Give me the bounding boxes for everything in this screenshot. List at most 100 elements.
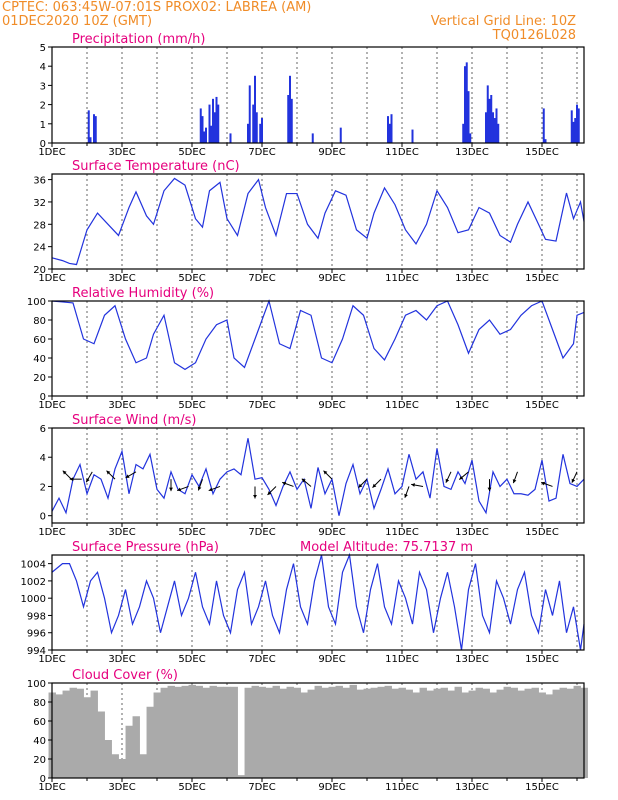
precip-bar	[488, 98, 491, 143]
model-altitude: Model Altitude: 75.7137 m	[300, 540, 473, 555]
cloud-bar	[461, 692, 469, 778]
precip-bar	[387, 116, 389, 143]
x-tick-label: 13DEC	[455, 147, 489, 158]
y-tick-label: 60	[33, 335, 46, 346]
panel-frame	[51, 427, 585, 524]
cloud-bar	[111, 754, 119, 778]
precip-bar	[203, 131, 206, 143]
x-tick-label: 13DEC	[455, 400, 489, 411]
wind-arrow-head	[571, 478, 576, 483]
cloud-bar	[510, 687, 518, 778]
cloud-bar	[391, 688, 399, 778]
y-tick-label: 1002	[21, 577, 46, 588]
x-tick-label: 3DEC	[108, 400, 135, 411]
x-tick-label: 7DEC	[248, 782, 275, 793]
y-tick-label: 0	[40, 774, 46, 785]
x-tick-label: 11DEC	[385, 273, 419, 284]
x-tick-label: 9DEC	[318, 273, 345, 284]
wind-arrow-head	[177, 487, 182, 492]
cloud-bar	[398, 687, 406, 778]
y-tick-label: 5	[40, 43, 46, 54]
panel-title: Precipitation (mm/h)	[72, 32, 205, 47]
precip-bar	[259, 123, 262, 143]
wind-arrow-head	[487, 487, 492, 492]
x-tick-label: 3DEC	[108, 527, 135, 538]
x-tick-label: 11DEC	[385, 400, 419, 411]
panel-title: Surface Wind (m/s)	[72, 413, 196, 428]
precip-bar	[570, 110, 573, 143]
precip-bar	[390, 114, 393, 143]
x-tick-label: 3DEC	[108, 273, 135, 284]
cloud-bar	[566, 688, 574, 778]
cloud-bar	[244, 687, 252, 778]
precip-bar	[215, 96, 218, 143]
precip-bar	[212, 98, 214, 143]
cloud-bar	[335, 685, 343, 778]
y-tick-label: 1000	[21, 594, 46, 605]
cloud-bar	[237, 775, 245, 778]
precip-bar	[210, 125, 213, 143]
panel-title: Surface Temperature (nC)	[72, 159, 240, 174]
cloud-bar	[146, 706, 154, 778]
precip-bar	[254, 75, 256, 143]
cloud-bar	[76, 688, 84, 778]
y-tick-label: 1	[40, 120, 46, 131]
cloud-bar	[202, 687, 210, 778]
cloud-bar	[153, 692, 161, 778]
cloud-bar	[125, 725, 133, 778]
cloud-bar	[258, 686, 266, 778]
x-tick-label: 3DEC	[108, 147, 135, 158]
cloud-bar	[90, 690, 98, 778]
x-tick-label: 15DEC	[525, 782, 559, 793]
precip-bar	[287, 95, 290, 143]
y-tick-label: 0	[40, 139, 46, 150]
y-tick-label: 28	[33, 220, 46, 231]
precip-bar	[217, 104, 220, 143]
x-tick-label: 13DEC	[455, 273, 489, 284]
cloud-bar	[405, 689, 413, 778]
precip-bar	[290, 98, 293, 143]
cloud-bar	[342, 687, 350, 778]
y-tick-label: 0	[40, 392, 46, 403]
y-tick-label: 40	[33, 736, 46, 747]
cloud-bar	[356, 689, 364, 778]
precip-bar	[492, 112, 494, 143]
cloud-bar	[300, 692, 308, 778]
precip-bar	[93, 114, 95, 143]
cloud-bar	[545, 694, 553, 778]
x-tick-label: 11DEC	[385, 654, 419, 665]
y-tick-label: 2	[40, 101, 46, 112]
cloud-bar	[482, 688, 490, 778]
precip-bar	[577, 108, 580, 143]
x-tick-label: 9DEC	[318, 400, 345, 411]
wind-arrow-head	[169, 487, 173, 492]
wind-arrow-head	[86, 478, 90, 483]
x-tick-label: 7DEC	[248, 273, 275, 284]
x-tick-label: 5DEC	[178, 782, 205, 793]
cloud-bar	[328, 686, 336, 778]
wind-arrow-head	[62, 470, 67, 475]
wind-arrow-head	[69, 477, 74, 482]
y-tick-label: 80	[33, 316, 46, 327]
x-tick-label: 1DEC	[38, 273, 65, 284]
panel-title: Relative Humidity (%)	[72, 286, 214, 301]
precip-bar	[574, 118, 577, 143]
wind-arrow-head	[323, 470, 328, 475]
cloud-bar	[174, 686, 182, 778]
precip-bar	[229, 133, 232, 143]
cloud-bar	[489, 692, 497, 778]
y-tick-label: 36	[33, 176, 46, 187]
precip-bar	[497, 123, 500, 143]
cloud-bar	[195, 685, 203, 778]
y-tick-label: 998	[27, 611, 46, 622]
precip-bar	[411, 129, 414, 143]
header-grid-line: Vertical Grid Line: 10Z	[430, 14, 576, 29]
x-tick-label: 9DEC	[318, 147, 345, 158]
cloud-bar	[286, 686, 294, 778]
y-tick-label: 24	[33, 243, 46, 254]
precip-bar	[339, 127, 342, 143]
precip-bar	[201, 116, 204, 143]
x-tick-label: 1DEC	[38, 782, 65, 793]
y-tick-label: 20	[33, 373, 46, 384]
